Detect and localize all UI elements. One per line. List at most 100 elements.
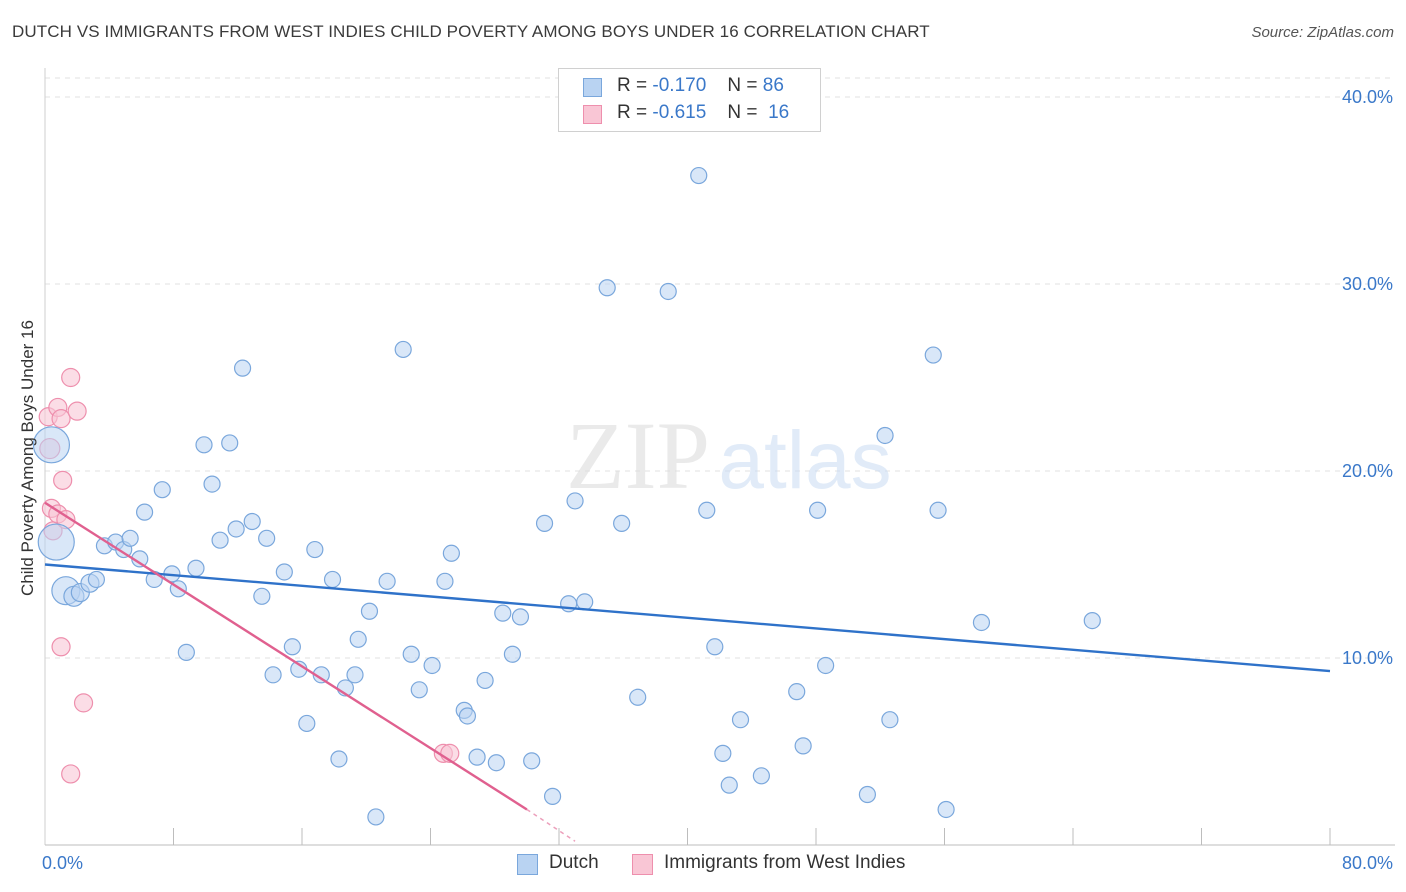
dutch-point <box>203 475 221 493</box>
west-indies-point <box>73 693 94 713</box>
dutch-point <box>794 737 812 755</box>
watermark-atlas: atlas <box>718 415 891 506</box>
dutch-point <box>881 711 899 729</box>
dutch-point <box>720 776 738 794</box>
dutch-point <box>1083 611 1101 630</box>
dutch-point <box>788 683 806 701</box>
dutch-point <box>275 563 293 581</box>
dutch-point <box>858 785 877 804</box>
dutch-point <box>227 520 245 538</box>
dutch-point <box>436 572 454 590</box>
dutch-point <box>423 656 441 675</box>
dutch-point <box>576 593 594 611</box>
dutch-points <box>32 166 1101 826</box>
dutch-point <box>503 645 522 663</box>
dutch-point <box>37 523 75 561</box>
dutch-point <box>243 512 261 531</box>
y-tick-label: 40.0% <box>1342 87 1393 107</box>
dutch-point <box>195 436 213 454</box>
bottom-legend-label-west-indies: Immigrants from West Indies <box>664 852 906 873</box>
correlation-legend: R = -0.170 N = 86 R = -0.615 N = 16 <box>558 68 821 132</box>
watermark-zip: ZIP <box>566 402 710 509</box>
dutch-point <box>346 666 364 684</box>
legend-r-label: R = <box>617 75 648 96</box>
dutch-point <box>629 688 647 706</box>
dutch-point <box>410 681 428 699</box>
dutch-point <box>121 529 139 547</box>
west-indies-trend-line <box>44 501 528 811</box>
west-indies-point <box>61 367 81 388</box>
dutch-point <box>598 279 616 297</box>
dutch-point <box>690 166 708 185</box>
dutch-point <box>349 630 367 648</box>
dutch-point <box>817 656 835 675</box>
legend-n-label: N = <box>727 75 758 96</box>
trend-lines <box>44 501 1331 842</box>
bottom-legend-swatch-west-indies <box>632 854 653 875</box>
dutch-point <box>566 492 584 510</box>
dutch-point <box>924 346 942 364</box>
legend-n-value-west-indies: 16 <box>768 102 790 123</box>
dutch-point <box>468 748 486 766</box>
y-axis-label: Child Poverty Among Boys Under 16 <box>18 320 37 596</box>
west-indies-point <box>51 637 71 657</box>
dutch-point <box>511 608 530 626</box>
dutch-point <box>330 750 348 768</box>
dutch-point <box>378 572 396 590</box>
dutch-point <box>211 531 229 549</box>
dutch-point <box>283 638 301 656</box>
dutch-point <box>458 707 477 725</box>
dutch-point <box>360 602 379 620</box>
dutch-point <box>87 570 106 589</box>
dutch-point <box>876 426 894 445</box>
x-tick-label-max: 80.0% <box>1342 853 1393 873</box>
dutch-point <box>306 540 324 559</box>
dutch-point <box>972 613 991 632</box>
west-indies-trend-extension <box>526 808 576 842</box>
dutch-point <box>937 800 955 819</box>
dutch-point <box>659 282 677 301</box>
legend-r-value-dutch: -0.170 <box>652 75 707 96</box>
dutch-point <box>442 544 460 562</box>
dutch-point <box>535 514 554 532</box>
dutch-point <box>698 501 716 519</box>
dutch-point <box>929 501 947 519</box>
dutch-point <box>233 359 252 377</box>
dutch-point <box>402 645 420 663</box>
dutch-point <box>809 501 827 519</box>
west-indies-point <box>51 409 71 429</box>
legend-r-value-west-indies: -0.615 <box>652 102 707 123</box>
tick-labels: 10.0% 20.0% 30.0% 40.0% 0.0% 80.0% <box>42 87 1393 873</box>
dutch-point <box>264 666 282 684</box>
legend-n-label: N = <box>727 102 758 123</box>
legend-r-label: R = <box>617 102 648 123</box>
dutch-point <box>253 587 271 605</box>
legend-swatch-dutch <box>583 78 602 97</box>
dutch-point <box>187 559 205 577</box>
dutch-point <box>523 752 541 770</box>
dutch-point <box>494 604 512 622</box>
y-tick-label: 20.0% <box>1342 461 1393 481</box>
dutch-point <box>177 643 195 661</box>
dutch-point <box>714 744 732 762</box>
dutch-point <box>221 434 239 452</box>
dutch-point <box>298 714 316 733</box>
dutch-point <box>706 638 724 656</box>
source-credit: Source: ZipAtlas.com <box>1251 24 1394 41</box>
dutch-point <box>32 426 71 464</box>
legend-n-value-dutch: 86 <box>762 75 784 96</box>
y-tick-label: 30.0% <box>1342 274 1393 294</box>
dutch-trend-line <box>44 563 1331 673</box>
dutch-point <box>487 754 505 772</box>
dutch-point <box>476 671 494 690</box>
bottom-legend-label-dutch: Dutch <box>549 852 599 873</box>
legend-swatch-west-indies <box>583 105 602 124</box>
dutch-point <box>731 711 750 729</box>
bottom-legend-swatch-dutch <box>517 854 538 875</box>
west-indies-point <box>53 470 73 490</box>
dutch-point <box>153 481 171 499</box>
x-tick-label-min: 0.0% <box>42 853 83 873</box>
chart-title: DUTCH VS IMMIGRANTS FROM WEST INDIES CHI… <box>12 22 930 41</box>
dutch-point <box>323 570 342 589</box>
